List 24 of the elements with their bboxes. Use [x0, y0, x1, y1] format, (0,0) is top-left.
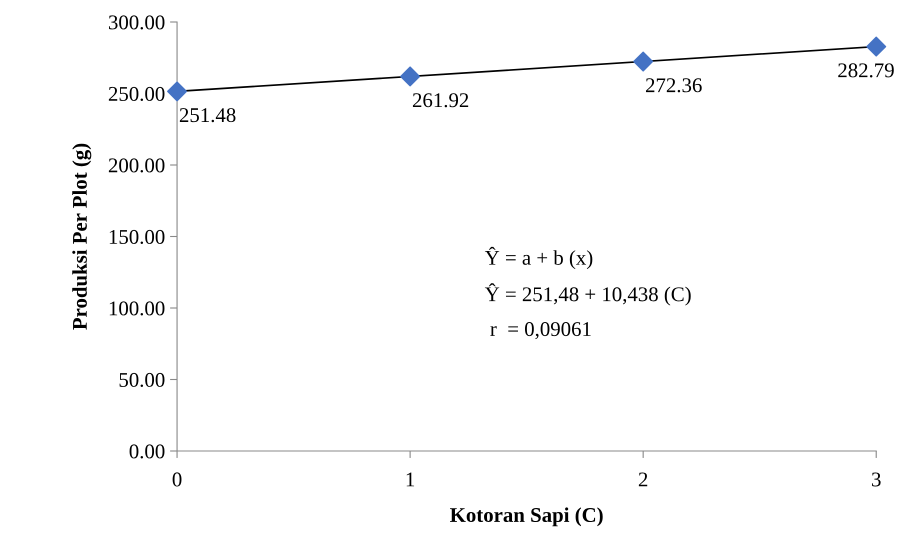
y-axis-title: Produksi Per Plot (g) — [72, 144, 92, 330]
point — [633, 52, 654, 72]
data-label: 261.92 — [412, 93, 468, 108]
y-tick-label: 0.00 — [130, 444, 164, 459]
y-tick-label: 200.00 — [108, 158, 164, 173]
y-tick-label: 50.00 — [120, 372, 164, 388]
annotation: Ŷ = a + b (x) — [484, 246, 592, 270]
annotation: r = 0,09061 — [490, 322, 591, 340]
point — [167, 81, 188, 102]
point — [866, 36, 886, 57]
y-tick-label: 300.00 — [108, 15, 164, 30]
data-label: 282.79 — [838, 63, 894, 78]
x-axis-title: Kotoran Sapi (C) — [450, 507, 603, 526]
data-label: 272.36 — [646, 78, 702, 92]
y-tick-label: 100.00 — [110, 301, 164, 316]
x-tick-label: 0 — [172, 472, 182, 486]
x-tick-label: 2 — [638, 472, 648, 486]
point — [400, 66, 420, 86]
y-tick-label: 150.00 — [110, 230, 164, 244]
y-tick-label: 250.00 — [108, 86, 164, 102]
x-tick-label: 1 — [406, 472, 414, 486]
data-label: 251.48 — [180, 108, 236, 122]
annotation: Ŷ = 251,48 + 10,438 (C) — [484, 283, 691, 306]
x-tick-label: 3 — [872, 472, 881, 486]
